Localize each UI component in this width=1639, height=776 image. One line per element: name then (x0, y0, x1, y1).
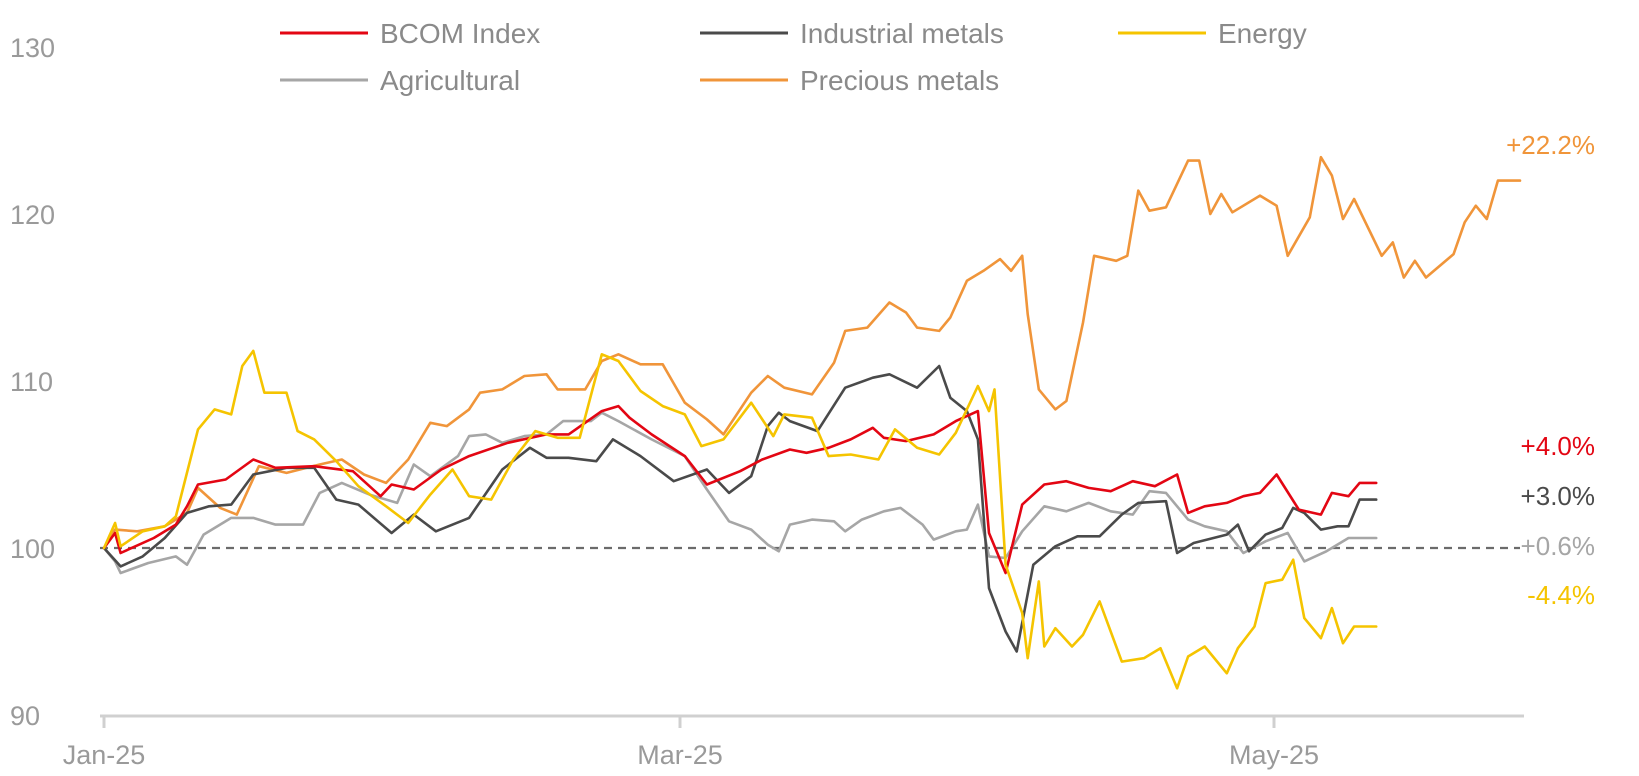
legend-item-precious-metals: Precious metals (700, 65, 999, 96)
legend-item-industrial-metals: Industrial metals (700, 18, 1004, 49)
end-label-energy: -4.4% (1527, 580, 1595, 610)
end-label-precious-metals: +22.2% (1506, 130, 1595, 160)
y-tick-label: 130 (10, 33, 55, 63)
legend-item-agricultural: Agricultural (280, 65, 520, 96)
y-tick-label: 90 (10, 701, 40, 731)
legend-label: Industrial metals (800, 18, 1004, 49)
legend-label: Agricultural (380, 65, 520, 96)
end-label-industrial-metals: +3.0% (1521, 481, 1595, 511)
x-tick-label: Mar-25 (637, 740, 723, 770)
series-line-agricultural (102, 411, 1378, 575)
series-line-industrial-metals (102, 364, 1378, 653)
x-tick-label: May-25 (1229, 740, 1319, 770)
y-tick-label: 100 (10, 534, 55, 564)
series-line-bcom-index (102, 404, 1378, 575)
legend: BCOM Index Industrial metals Energy Agricul… (280, 18, 1307, 96)
series-line-precious-metals (102, 155, 1522, 550)
series-lines (102, 155, 1522, 690)
end-value-labels: +4.0% +3.0% -4.4% +0.6% +22.2% (1506, 130, 1595, 610)
x-tick-label: Jan-25 (63, 740, 146, 770)
legend-label: Energy (1218, 18, 1307, 49)
y-tick-label: 110 (10, 367, 53, 397)
end-label-bcom-index: +4.0% (1521, 431, 1595, 461)
y-tick-label: 120 (10, 200, 55, 230)
legend-label: BCOM Index (380, 18, 540, 49)
series-line-energy (102, 349, 1378, 690)
axes: 130 120 110 100 90 Jan-25 Mar-25 May-25 (10, 33, 1524, 770)
legend-label: Precious metals (800, 65, 999, 96)
legend-item-bcom-index: BCOM Index (280, 18, 540, 49)
end-label-agricultural: +0.6% (1521, 531, 1595, 561)
legend-item-energy: Energy (1118, 18, 1307, 49)
